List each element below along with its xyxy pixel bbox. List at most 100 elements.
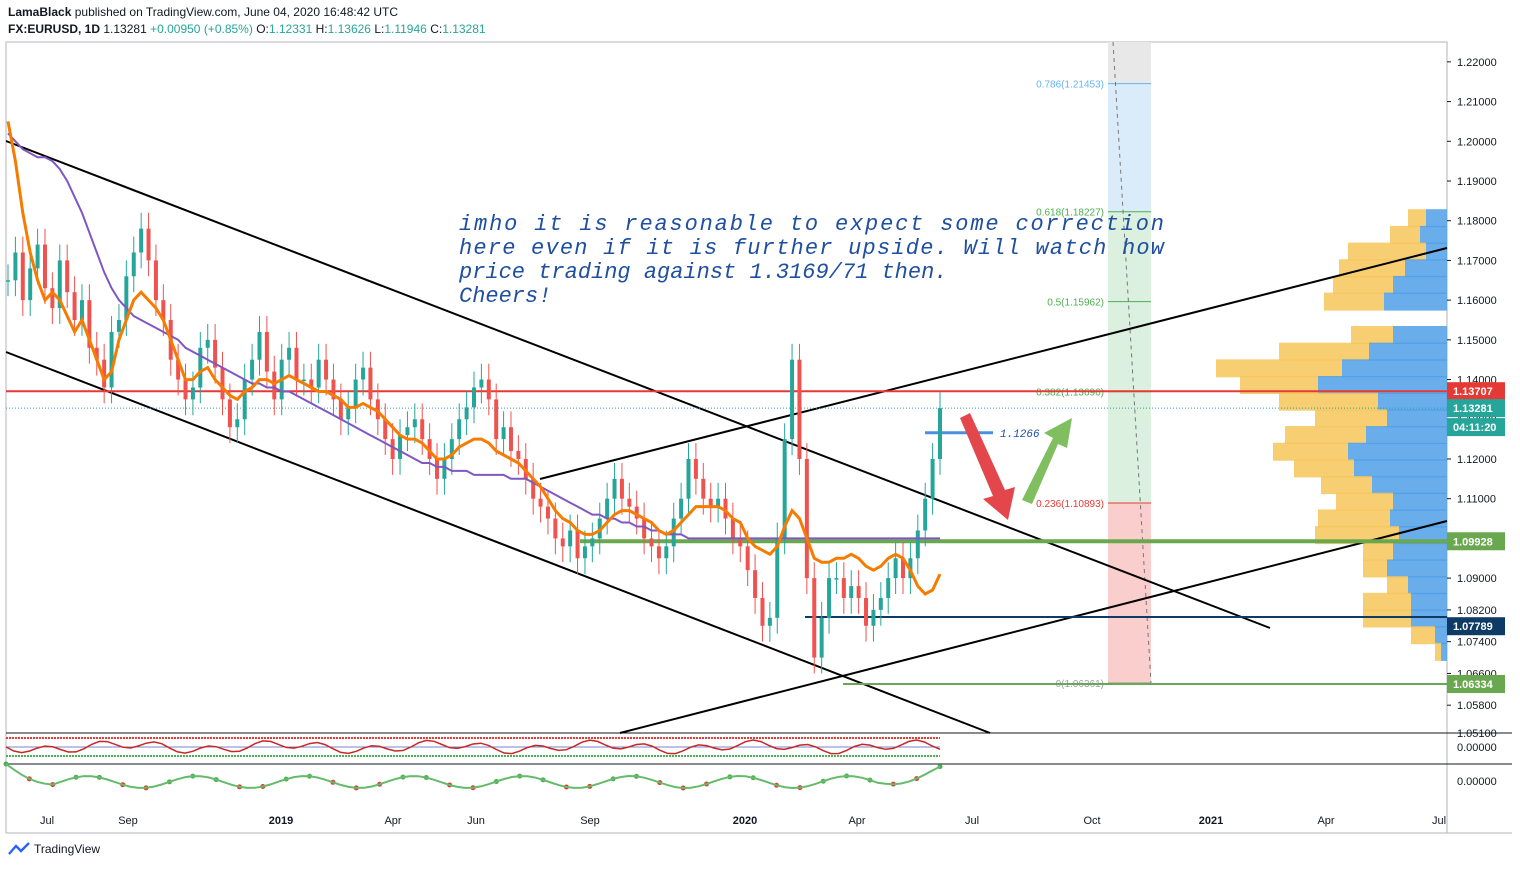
tradingview-logo-icon [8, 842, 30, 855]
candle-body [35, 244, 40, 269]
volume-bar-up [1348, 242, 1426, 261]
candle-body [775, 538, 780, 618]
volume-bar-down [1405, 259, 1447, 278]
volume-bar-up [1408, 209, 1426, 228]
candle-body [405, 427, 410, 436]
volume-bar-up [1363, 592, 1411, 611]
volume-bar-up [1324, 292, 1384, 311]
x-tick-label: Oct [1083, 815, 1100, 827]
symbol-label[interactable]: FX:EURUSD, 1D [8, 22, 101, 36]
price-change: +0.00950 (+0.85%) [150, 22, 253, 36]
candle-body [316, 359, 321, 388]
candle-body [560, 538, 565, 547]
volume-bar-up [1390, 225, 1420, 244]
trend-line [5, 351, 991, 734]
candle-body [346, 407, 351, 420]
volume-bar-up [1279, 342, 1369, 361]
candle-body [790, 359, 795, 440]
candle-body [627, 498, 632, 507]
oscillator-pane-2: 0.00000 [3, 761, 1497, 791]
target-level-label: 1.1266 [1000, 429, 1040, 441]
candle-body [57, 260, 62, 309]
candle-body [153, 260, 158, 301]
y-tick-label: 1.12000 [1457, 454, 1497, 466]
low-value: 1.11946 [384, 22, 427, 36]
candle-body [923, 498, 928, 531]
volume-bar-down [1393, 542, 1447, 561]
candle-body [827, 578, 832, 618]
candle-body [131, 252, 136, 277]
y-tick-label: 1.16000 [1457, 295, 1497, 307]
candle-body [738, 538, 743, 547]
volume-bar-up [1279, 392, 1378, 411]
candle-body [6, 280, 10, 282]
brand-name[interactable]: TradingView [34, 842, 101, 856]
candle-body [708, 498, 713, 507]
price-tag-label: 1.13707 [1453, 386, 1493, 398]
x-tick-label: Sep [580, 815, 600, 827]
candle-body [501, 427, 506, 440]
candle-body [634, 506, 639, 519]
candle-body [50, 288, 55, 309]
candle-body [102, 359, 107, 388]
y-tick-label: 1.20000 [1457, 136, 1497, 148]
candle-body [679, 498, 684, 519]
published-text: published on TradingView.com, June 04, 2… [74, 5, 399, 19]
candle-body [782, 439, 787, 539]
candle-body [819, 617, 824, 658]
fib-level-label: 0.618(1.18227) [1036, 208, 1104, 219]
candle-body [915, 530, 920, 559]
candle-body [619, 478, 624, 499]
candle-body [545, 506, 550, 519]
candle-body [642, 518, 647, 539]
oscillator-pane-1: 0.00000 [5, 737, 1497, 757]
candle-body [886, 578, 891, 598]
trend-line [619, 520, 1448, 734]
candle-body [220, 367, 225, 400]
volume-bar-down [1411, 609, 1447, 628]
candle-body [398, 435, 403, 459]
y-tick-label: 1.05800 [1457, 700, 1497, 712]
candle-body [693, 458, 698, 479]
candle-body [804, 458, 809, 579]
fib-trend-line [1112, 41, 1152, 683]
last-price: 1.13281 [103, 22, 147, 36]
candle-body [79, 300, 84, 320]
volume-bar-down [1426, 209, 1447, 228]
chart-header: LamaBlack published on TradingView.com, … [8, 4, 486, 38]
candle-body [590, 538, 595, 547]
open-label: O: [256, 22, 269, 36]
fib-zone [1108, 391, 1151, 503]
candle-body [205, 339, 210, 348]
candle-body [324, 359, 329, 380]
candle-body [20, 252, 25, 301]
candle-body [457, 419, 462, 440]
volume-bar-up [1411, 626, 1435, 645]
volume-bar-up [1216, 359, 1342, 378]
x-tick-label: 2020 [733, 815, 757, 827]
candle-body [575, 530, 580, 559]
fib-zone [1108, 83, 1151, 212]
y-tick-label: 1.08200 [1457, 605, 1497, 617]
candle-body [338, 399, 343, 420]
candle-body [375, 399, 380, 420]
candle-body [301, 379, 306, 382]
candlesticks [6, 212, 942, 674]
candle-body [686, 458, 691, 499]
candle-body [871, 609, 876, 626]
candle-body [190, 387, 195, 400]
volume-bar-down [1348, 442, 1447, 461]
volume-bar-up [1363, 542, 1393, 561]
volume-bar-down [1390, 509, 1447, 528]
down-arrow-icon [960, 413, 1015, 520]
x-tick-label: Jul [965, 815, 979, 827]
author-name[interactable]: LamaBlack [8, 5, 72, 19]
annotation-text: Cheers! [459, 284, 551, 309]
volume-bar-up [1351, 325, 1393, 344]
annotation-text: here even if it is further upside. Will … [459, 236, 1166, 261]
candle-body [161, 300, 166, 320]
x-tick-label: 2021 [1199, 815, 1223, 827]
fib-level-label: 0.5(1.15962) [1047, 298, 1104, 309]
candle-body [538, 498, 543, 507]
